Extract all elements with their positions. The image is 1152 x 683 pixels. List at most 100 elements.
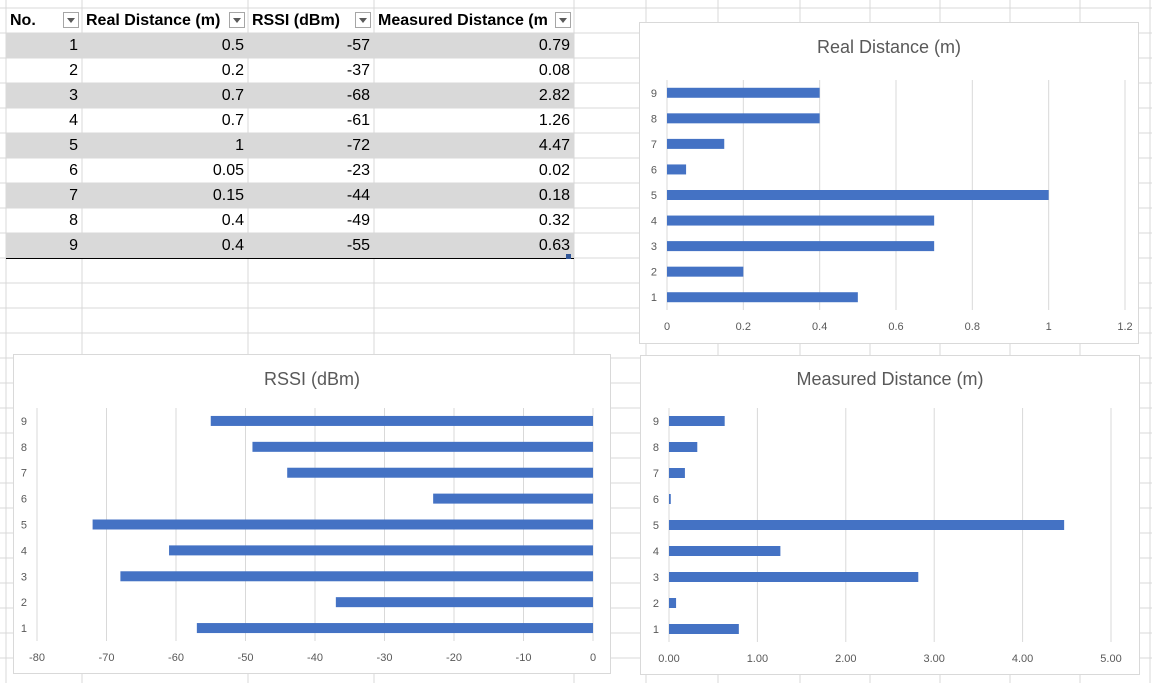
filter-button-rssi[interactable]: [355, 12, 371, 28]
bar[interactable]: [669, 624, 739, 634]
table-cell[interactable]: 0.79: [374, 33, 574, 58]
bar[interactable]: [669, 546, 781, 556]
table-row: 6 0.05 -23 0.02: [6, 158, 574, 183]
table-cell[interactable]: 0.15: [82, 183, 248, 208]
table-cell[interactable]: 0.7: [221, 112, 244, 129]
table-cell[interactable]: -61: [346, 112, 370, 129]
table-cell[interactable]: 0.63: [374, 233, 574, 259]
table-cell[interactable]: 0.5: [82, 33, 248, 58]
bar[interactable]: [669, 468, 685, 478]
table-cell[interactable]: -72: [248, 133, 374, 158]
category-label: 1: [21, 623, 27, 635]
table-cell[interactable]: -57: [248, 33, 374, 58]
bar[interactable]: [287, 467, 593, 478]
table-cell[interactable]: -37: [346, 62, 370, 79]
table-cell[interactable]: 0.08: [538, 62, 570, 79]
table-resize-handle[interactable]: [566, 254, 571, 259]
bar[interactable]: [667, 87, 820, 98]
category-label: 8: [21, 442, 27, 454]
bar[interactable]: [120, 571, 594, 582]
table-cell[interactable]: 1: [82, 133, 248, 158]
bar[interactable]: [669, 416, 725, 426]
table-cell[interactable]: 0.18: [374, 183, 574, 208]
chart-real-distance[interactable]: Real Distance (m) 0 0.2 0.4 0.6 0.8 1 1.2 1 2 3 4 5…: [639, 22, 1139, 344]
table-cell[interactable]: 7: [6, 183, 82, 208]
bar[interactable]: [667, 292, 858, 303]
x-tick-label: -40: [307, 652, 323, 664]
bar[interactable]: [169, 545, 594, 556]
table-cell[interactable]: -55: [248, 233, 374, 259]
filter-button-no[interactable]: [63, 12, 79, 28]
category-label: 9: [653, 416, 659, 428]
table-cell[interactable]: 0.2: [221, 62, 244, 79]
bar[interactable]: [252, 441, 593, 452]
bar[interactable]: [667, 190, 1049, 200]
chart-title: Measured Distance (m): [796, 369, 984, 389]
bar[interactable]: [667, 164, 687, 175]
bar[interactable]: [667, 241, 935, 252]
table-cell[interactable]: 2: [69, 62, 78, 79]
column-header-measured-distance: Measured Distance (m: [374, 8, 574, 33]
table-row: 5 1 -72 4.47: [6, 133, 574, 158]
table-cell[interactable]: 0.05: [212, 162, 244, 179]
column-header-real-distance: Real Distance (m): [82, 8, 248, 33]
table-cell[interactable]: -44: [248, 183, 374, 208]
bar[interactable]: [196, 623, 593, 634]
category-label: 2: [651, 267, 657, 279]
filter-button-measured-distance[interactable]: [555, 12, 571, 28]
chart-measured-distance[interactable]: Measured Distance (m) 0.00 1.00 2.00 3.00 4.…: [640, 355, 1140, 675]
table-cell[interactable]: 1.26: [538, 112, 570, 129]
bar[interactable]: [667, 266, 744, 277]
table-cell[interactable]: 5: [6, 133, 82, 158]
column-header-label: No.: [10, 12, 36, 29]
bar[interactable]: [433, 493, 593, 504]
bar[interactable]: [669, 572, 919, 582]
bar[interactable]: [667, 215, 935, 226]
table-cell[interactable]: -68: [248, 83, 374, 108]
table-cell[interactable]: 0.4: [221, 212, 244, 229]
chart-rssi[interactable]: RSSI (dBm) -80 -70 -60 -50 -40 -30 -20 -10 0 1 2 3 4…: [13, 354, 611, 674]
bar[interactable]: [669, 442, 698, 452]
bar[interactable]: [667, 113, 820, 124]
category-label: 3: [21, 571, 27, 583]
bar[interactable]: [335, 597, 593, 608]
category-label: 2: [653, 598, 659, 610]
table-cell[interactable]: 8: [69, 212, 78, 229]
table-cell[interactable]: 1: [6, 33, 82, 58]
bar[interactable]: [669, 598, 677, 608]
column-header-label: Measured Distance (m: [378, 12, 548, 29]
bar[interactable]: [92, 519, 593, 530]
table-cell[interactable]: 4: [69, 112, 78, 129]
category-label: 4: [653, 546, 659, 558]
table-cell[interactable]: 0.7: [82, 83, 248, 108]
table-cell[interactable]: 0.02: [538, 162, 570, 179]
category-label: 8: [651, 113, 657, 125]
table-cell[interactable]: 2.82: [374, 83, 574, 108]
chart-plot-area: -80 -70 -60 -50 -40 -30 -20 -10 0 1 2 3 4 5 6 7 8 9: [21, 408, 596, 664]
category-label: 1: [653, 624, 659, 636]
table-cell[interactable]: -23: [346, 162, 370, 179]
dropdown-arrow-icon: [359, 17, 367, 23]
table-cell[interactable]: -49: [346, 212, 370, 229]
table-cell[interactable]: 0.4: [82, 233, 248, 259]
category-label: 3: [651, 241, 657, 253]
table-row: 1 0.5 -57 0.79: [6, 33, 574, 58]
bar[interactable]: [669, 494, 671, 504]
bar[interactable]: [210, 415, 593, 426]
category-label: 7: [653, 468, 659, 480]
table-cell[interactable]: 6: [69, 162, 78, 179]
table-cell[interactable]: 0.32: [538, 212, 570, 229]
table-row: 9 0.4 -55 0.63: [6, 233, 574, 259]
x-tick-label: 2.00: [835, 653, 856, 665]
table-cell[interactable]: 3: [6, 83, 82, 108]
column-header-label: Real Distance (m): [86, 12, 221, 29]
table-cell[interactable]: 4.47: [374, 133, 574, 158]
filter-button-real-distance[interactable]: [229, 12, 245, 28]
x-tick-label: 5.00: [1100, 653, 1121, 665]
bar[interactable]: [669, 520, 1065, 530]
table-cell[interactable]: 9: [6, 233, 82, 259]
x-tick-label: -10: [516, 652, 532, 664]
table-row: 7 0.15 -44 0.18: [6, 183, 574, 208]
bar[interactable]: [667, 138, 725, 149]
chart-title: RSSI (dBm): [263, 369, 360, 389]
